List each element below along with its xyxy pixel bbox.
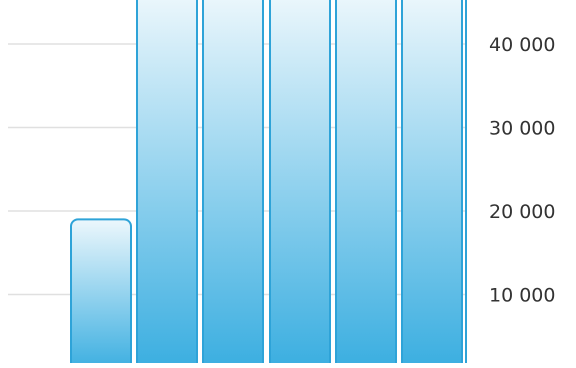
y-tick-label-0: 10 000 bbox=[489, 285, 555, 307]
bar-5[interactable] bbox=[401, 0, 463, 368]
bar-4[interactable] bbox=[335, 0, 397, 368]
bar-0[interactable] bbox=[70, 218, 132, 368]
bar-series bbox=[70, 0, 463, 368]
bar-1[interactable] bbox=[136, 0, 198, 368]
y-axis-tick-labels: 10 000 20 000 30 000 40 000 bbox=[489, 34, 555, 307]
bar-3[interactable] bbox=[269, 0, 331, 368]
y-tick-label-3: 40 000 bbox=[489, 34, 555, 56]
y-tick-label-1: 20 000 bbox=[489, 201, 555, 223]
y-tick-label-2: 30 000 bbox=[489, 118, 555, 140]
bar-2[interactable] bbox=[202, 0, 264, 368]
